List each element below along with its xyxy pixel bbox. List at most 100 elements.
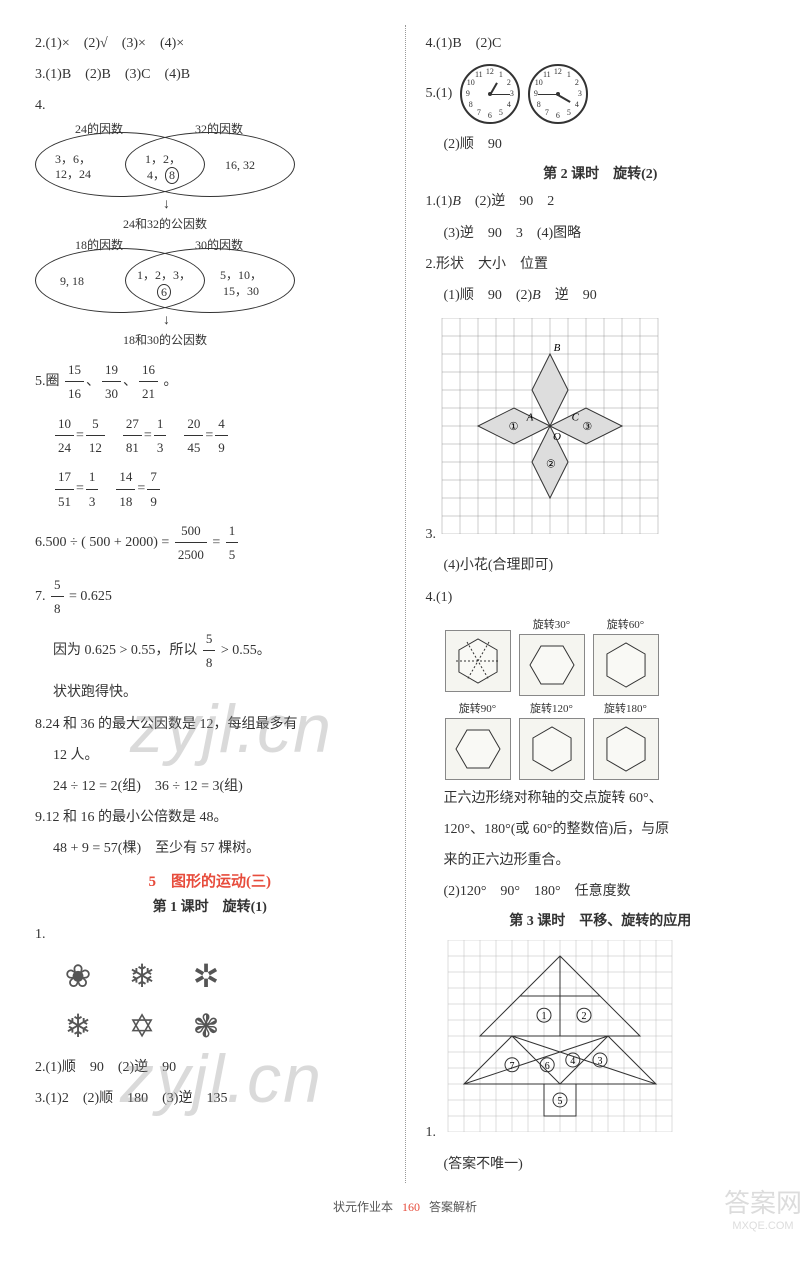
q2: 2.(1)× (2)√ (3)× (4)×	[35, 31, 385, 56]
venn1-left: 3，6，12，24	[55, 152, 91, 183]
lesson3-title: 第 3 课时 平移、旋转的应用	[426, 910, 776, 930]
q7-prefix: 7.	[35, 589, 46, 604]
venn1-mid: 1，2，4，8	[145, 152, 181, 184]
venn-diagram-1: 24的因数 32的因数 3，6，12，24 1，2，4，8 16, 32 ↓ 2…	[35, 124, 385, 236]
q6-frac2: 15	[226, 519, 239, 567]
left-column: 2.(1)× (2)√ (3)× (4)× 3.(1)B (2)B (3)C (…	[35, 25, 385, 1183]
svg-text:C: C	[571, 412, 579, 424]
r3-label: 3.	[426, 527, 437, 542]
hex-item: 旋转90°	[444, 700, 512, 780]
q3: 3.(1)B (2)B (3)C (4)B	[35, 62, 385, 87]
venn1-right: 16, 32	[225, 158, 255, 174]
venn2-caption: 18和30的公因数	[35, 330, 295, 352]
section-title: 5 图形的运动(三)	[35, 870, 385, 891]
svg-text:2: 2	[581, 1012, 586, 1023]
venn1-caption: 24和32的公因数	[35, 214, 295, 236]
svg-text:3: 3	[597, 1056, 602, 1067]
flower-row1: ❀ ❄ ✲	[55, 953, 385, 999]
hex-item: 旋转120°	[518, 700, 586, 780]
r4-t1: 正六边形绕对称轴的交点旋转 60°、	[426, 786, 776, 811]
flowers-q1: 1.	[35, 922, 385, 947]
flower-row2: ❄ ✡ ❃	[55, 1003, 385, 1049]
flower-icon: ❃	[183, 1003, 229, 1049]
venn-diagram-2: 18的因数 30的因数 9, 18 1，2，3，6 5，10，15，30 ↓ 1…	[35, 240, 385, 352]
svg-text:5: 5	[557, 1096, 562, 1107]
r3: 3. ABCO①②③	[426, 314, 776, 547]
svg-text:6: 6	[544, 1061, 549, 1072]
hex-row-1: 旋转30°旋转60°	[426, 616, 776, 696]
footer-a: 状元作业本	[333, 1200, 393, 1214]
hex-item: 旋转30°	[518, 616, 586, 696]
r-q5: 5.(1) 123456789101112 123456789101112	[426, 62, 776, 126]
rq1-caption: (答案不唯一)	[426, 1152, 776, 1177]
q5-prefix: 5.圈	[35, 374, 60, 389]
rq1-label: 1.	[426, 1125, 437, 1140]
lesson1-title: 第 1 课时 旋转(1)	[35, 896, 385, 916]
hex-item: 旋转180°	[592, 700, 660, 780]
hex-item	[444, 616, 512, 696]
footer-page: 160	[402, 1200, 420, 1214]
q7-line1: 7. 58 = 0.625	[35, 573, 385, 621]
svg-text:B: B	[553, 342, 560, 354]
left-l3: 3.(1)2 (2)顺 180 (3)逆 135	[35, 1086, 385, 1111]
q9-l2: 48 + 9 = 57(棵) 至少有 57 棵树。	[35, 836, 385, 861]
q6-frac1: 5002500	[175, 519, 207, 567]
svg-text:7: 7	[509, 1061, 514, 1072]
page-footer: 状元作业本 160 答案解析	[35, 1198, 775, 1215]
q6-eq: =	[212, 535, 223, 550]
svg-text:②: ②	[546, 459, 556, 471]
q5-line1: 5.圈 1516、1930、1621 。	[35, 358, 385, 406]
r-q4: 4.(1)B (2)C	[426, 31, 776, 56]
flower-icon: ❀	[55, 953, 101, 999]
r4-label: 4.(1)	[426, 590, 453, 605]
r4-t2: 120°、180°(或 60°的整数倍)后，与原	[426, 817, 776, 842]
q7-line2: 因为 0.625 > 0.55，所以 58 > 0.55。	[35, 627, 385, 675]
venn2-left: 9, 18	[60, 274, 84, 290]
r-q5-2: (2)顺 90	[426, 132, 776, 157]
r4-2: (2)120° 90° 180° 任意度数	[426, 879, 776, 904]
q7-l2-frac: 58	[203, 627, 216, 675]
svg-text:4: 4	[570, 1056, 575, 1067]
flower-icon: ❄	[55, 1003, 101, 1049]
r4-t3: 来的正六边形重合。	[426, 848, 776, 873]
venn2-mid: 1，2，3，6	[137, 268, 191, 300]
venn2-arrow: ↓	[163, 308, 170, 333]
q7-l2a: 因为 0.625 > 0.55，所以	[53, 643, 197, 658]
q6: 6.500 ÷ ( 500 + 2000) = 5002500 = 15	[35, 519, 385, 567]
q8-l2: 12 人。	[35, 743, 385, 768]
right-column: 4.(1)B (2)C 5.(1) 123456789101112 123456…	[426, 25, 776, 1183]
r3-caption: (4)小花(合理即可)	[426, 553, 776, 578]
q9-l1: 9.12 和 16 的最小公倍数是 48。	[35, 805, 385, 830]
q4-label: 4. 24的因数 32的因数 3，6，12，24 1，2，4，8 16, 32 …	[35, 93, 385, 351]
r1-l1: 1.(1)B (2)逆 90 2	[426, 189, 776, 214]
flower-icon: ✲	[183, 953, 229, 999]
q6-prefix: 6.500 ÷ ( 500 + 2000) =	[35, 535, 173, 550]
r1-l2: (3)逆 90 3 (4)图略	[426, 221, 776, 246]
rotation-grid-diagram: ABCO①②③	[440, 318, 660, 534]
tree-grid-diagram: 1 2 3 4 5 6 7	[440, 940, 680, 1132]
svg-text:1: 1	[541, 1012, 546, 1023]
flower-icon: ❄	[119, 953, 165, 999]
svg-text:③: ③	[582, 421, 592, 433]
q4-num: 4.	[35, 98, 46, 113]
flower-icon: ✡	[119, 1003, 165, 1049]
r4: 4.(1)	[426, 585, 776, 610]
q7-l2b: > 0.55。	[221, 643, 271, 658]
q7-frac: 58	[51, 573, 64, 621]
r2-l1: 2.形状 大小 位置	[426, 252, 776, 277]
column-divider	[405, 25, 406, 1183]
hex-item: 旋转60°	[592, 616, 660, 696]
r2-l2: (1)顺 90 (2)B 逆 90	[426, 283, 776, 308]
q8-l3: 24 ÷ 12 = 2(组) 36 ÷ 12 = 3(组)	[35, 774, 385, 799]
q1-label: 1.	[35, 927, 46, 942]
corner-watermark: 答案网 MXQE.COM	[724, 1183, 802, 1232]
q7-suffix: = 0.625	[69, 589, 112, 604]
q5-line2: 1024=512 2781=13 2045=49	[35, 412, 385, 460]
svg-text:A: A	[525, 412, 533, 424]
rq1: 1. 1 2 3 4 5 6 7	[426, 936, 776, 1145]
q5-line3: 1751=13 1418=79	[35, 465, 385, 513]
footer-b: 答案解析	[429, 1200, 477, 1214]
venn2-right: 5，10，15，30	[220, 268, 262, 299]
r-q5-label: 5.(1)	[426, 86, 453, 101]
lesson2-title: 第 2 课时 旋转(2)	[426, 163, 776, 183]
